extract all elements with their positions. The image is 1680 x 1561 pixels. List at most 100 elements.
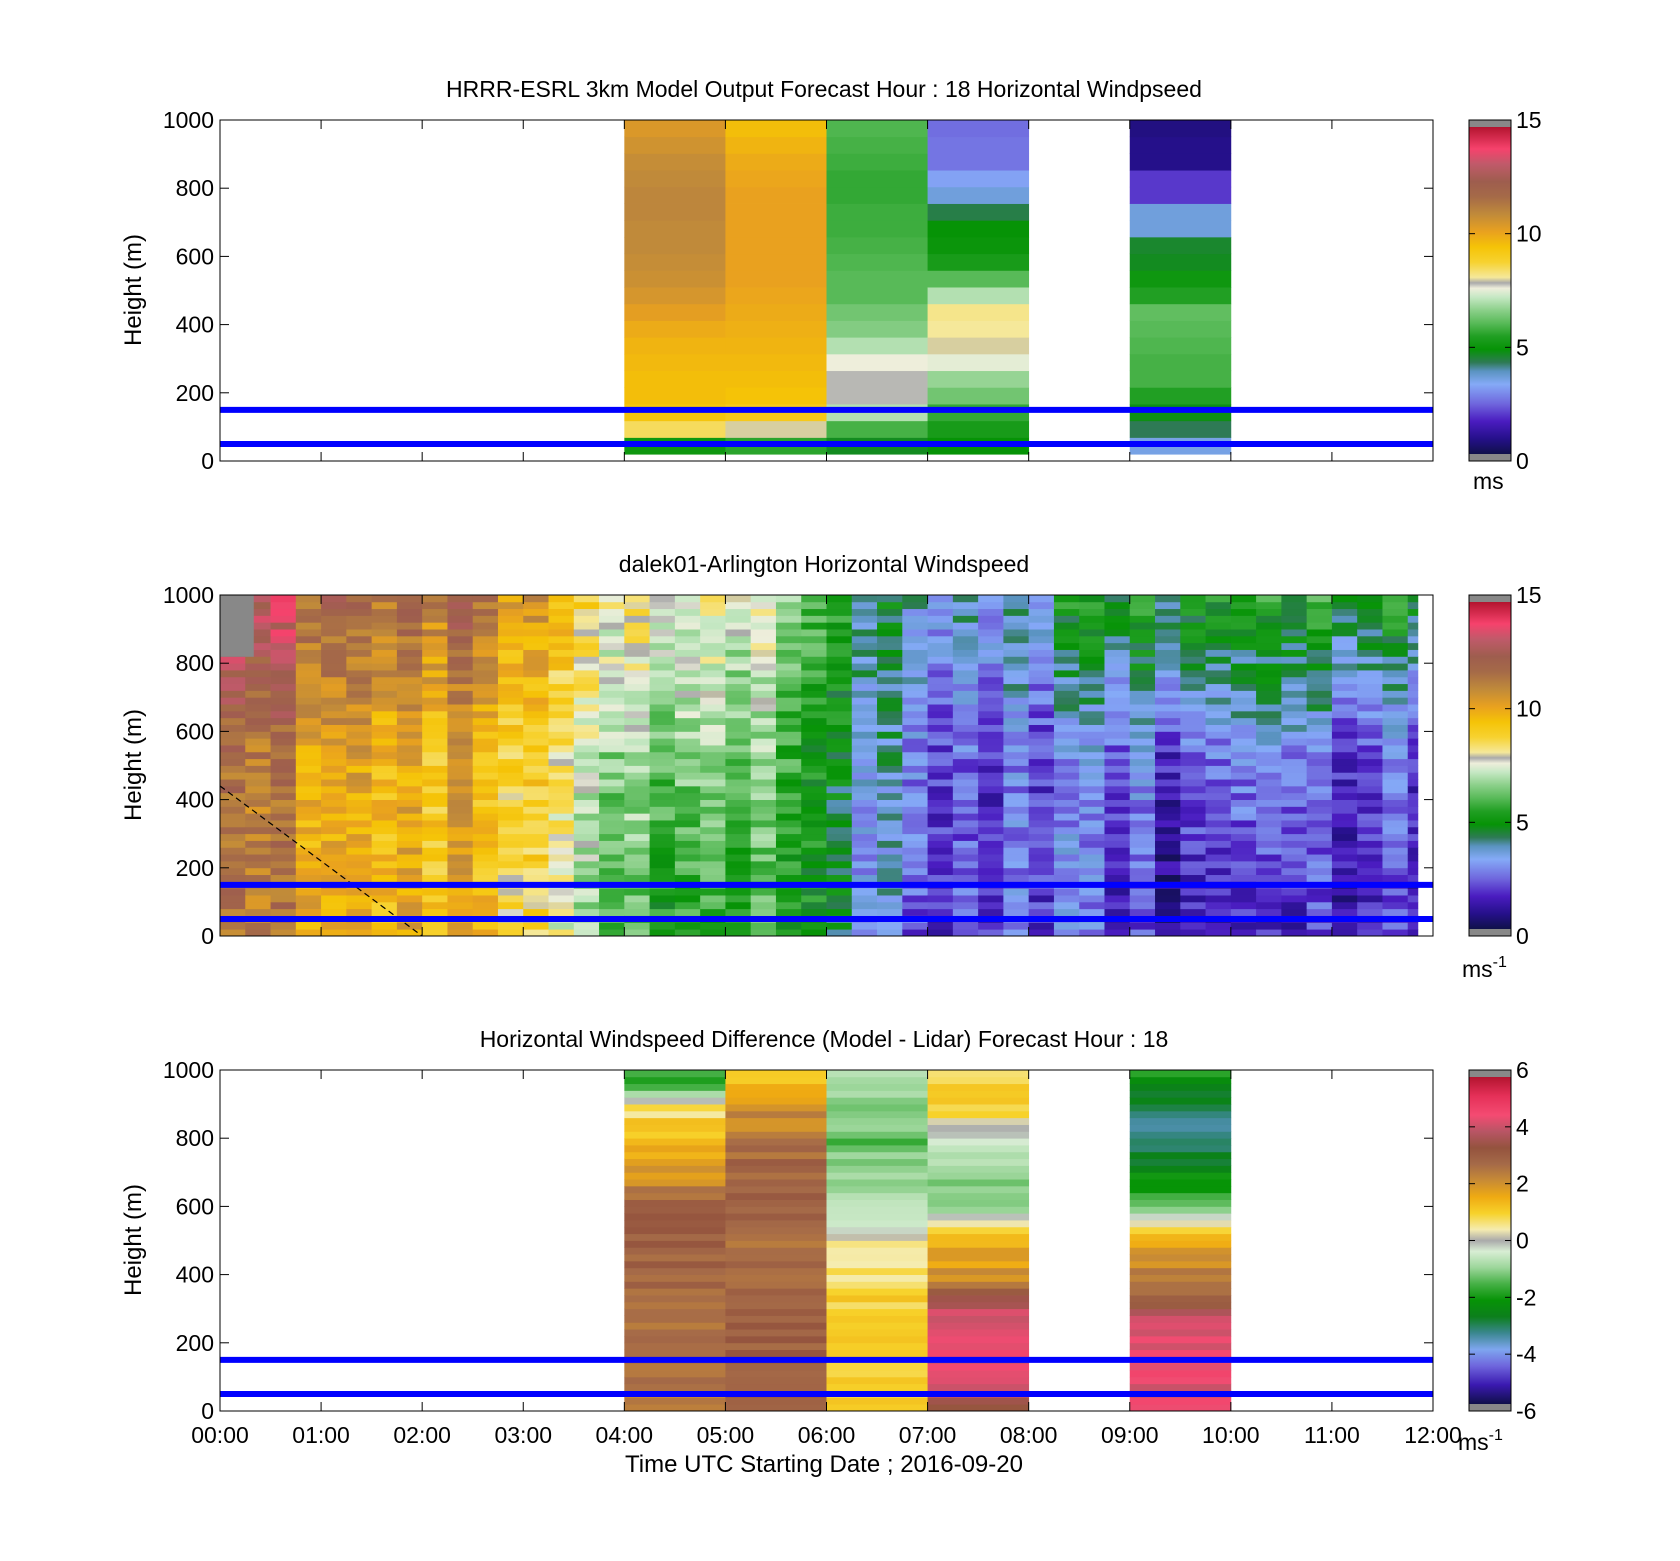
heatmap-cell-1017 bbox=[725, 813, 752, 821]
heatmap-cell-2148 bbox=[1281, 601, 1308, 610]
heatmap-cell-2124 bbox=[1281, 765, 1308, 773]
heatmap-cell-2317 bbox=[1382, 813, 1409, 821]
heatmap-cell-249 bbox=[1129, 1070, 1232, 1078]
heatmap-cell-374 bbox=[396, 765, 423, 773]
heatmap-cell-205 bbox=[321, 895, 347, 903]
heatmap-cell-1476 bbox=[952, 751, 979, 760]
heatmap-cell-243 bbox=[321, 635, 347, 644]
heatmap-cell-366 bbox=[396, 820, 423, 828]
heatmap-cell-2312 bbox=[1382, 847, 1409, 855]
heatmap-cell-1723 bbox=[1079, 772, 1105, 780]
heatmap-cell-51 bbox=[826, 253, 928, 271]
heatmap-cell-1623 bbox=[1028, 772, 1055, 780]
heatmap-cell-890 bbox=[649, 656, 676, 664]
heatmap-cell-1637 bbox=[1028, 676, 1055, 685]
heatmap-cell-1576 bbox=[1003, 751, 1030, 760]
heatmap-cell-1269 bbox=[851, 799, 878, 807]
heatmap-cell-1370 bbox=[902, 792, 928, 800]
heatmap-cell-1589 bbox=[1003, 663, 1030, 671]
heatmap-cell-1706 bbox=[1079, 888, 1105, 896]
heatmap-cell-226 bbox=[321, 751, 347, 760]
heatmap-cell-114 bbox=[826, 1308, 928, 1316]
heatmap-cell-809 bbox=[624, 867, 650, 876]
heatmap-cell-745 bbox=[573, 622, 600, 630]
heatmap-cell-1905 bbox=[1180, 895, 1206, 903]
heatmap-cell-1984 bbox=[1205, 697, 1232, 705]
heatmap-cell-1287 bbox=[851, 676, 878, 685]
heatmap-cell-1001 bbox=[725, 922, 752, 930]
heatmap-cell-1231 bbox=[826, 717, 853, 725]
heatmap-cell-654 bbox=[548, 901, 575, 910]
heatmap-cell-541 bbox=[472, 649, 499, 657]
heatmap-cell-215 bbox=[321, 826, 347, 835]
heatmap-cell-2194 bbox=[1306, 629, 1333, 637]
heatmap-cell-30 bbox=[725, 270, 827, 288]
heatmap-cell-1822 bbox=[1129, 779, 1156, 787]
colorbar-tick-label: 0 bbox=[1516, 923, 1529, 949]
heatmap-cell-730 bbox=[573, 724, 600, 732]
heatmap-cell-342 bbox=[371, 642, 398, 650]
heatmap-cell-111 bbox=[826, 1329, 928, 1337]
heatmap-cell-225 bbox=[321, 758, 347, 766]
heatmap-cell-1731 bbox=[1079, 717, 1105, 725]
heatmap-cell-2039 bbox=[1230, 663, 1257, 671]
heatmap-cell-69 bbox=[245, 799, 271, 807]
heatmap-cell-1888 bbox=[1155, 670, 1181, 678]
heatmap-cell-573 bbox=[497, 772, 524, 780]
heatmap-cell-1526 bbox=[978, 751, 1004, 760]
heatmap-cell-2008 bbox=[1230, 874, 1257, 882]
heatmap-cell-99 bbox=[245, 595, 271, 603]
heatmap-cell-1369 bbox=[902, 799, 928, 807]
heatmap-cell-2275 bbox=[1357, 758, 1383, 766]
heatmap-cell-26 bbox=[624, 1226, 726, 1235]
heatmap-cell-1528 bbox=[978, 738, 1004, 746]
heatmap-cell-1427 bbox=[927, 745, 954, 753]
heatmap-cell-1594 bbox=[1003, 629, 1030, 637]
heatmap-cell-2204 bbox=[1331, 901, 1358, 910]
heatmap-cell-66 bbox=[725, 1295, 827, 1303]
heatmap-cell-2396 bbox=[1407, 615, 1419, 623]
heatmap-cell-936 bbox=[674, 683, 701, 691]
heatmap-cell-1321 bbox=[877, 785, 903, 794]
heatmap-cell-458 bbox=[447, 874, 474, 882]
heatmap-cell-1170 bbox=[801, 792, 827, 800]
model-panel-ylabel: Height (m) bbox=[120, 234, 147, 346]
heatmap-cell-1484 bbox=[952, 697, 979, 705]
heatmap-cell-1615 bbox=[1028, 826, 1055, 835]
heatmap-cell-1632 bbox=[1028, 710, 1055, 719]
heatmap-cell-801 bbox=[624, 922, 650, 930]
heatmap-cell-947 bbox=[674, 608, 701, 616]
heatmap-cell-125 bbox=[826, 1233, 928, 1241]
heatmap-cell-1121 bbox=[775, 785, 802, 794]
heatmap-cell-1535 bbox=[978, 690, 1004, 698]
heatmap-cell-1617 bbox=[1028, 813, 1055, 821]
heatmap-cell-76 bbox=[245, 751, 271, 760]
heatmap-cell-1270 bbox=[851, 792, 878, 800]
heatmap-cell-187 bbox=[927, 1151, 1030, 1160]
heatmap-cell-778 bbox=[599, 738, 625, 746]
heatmap-cell-512 bbox=[472, 847, 499, 855]
heatmap-cell-1441 bbox=[927, 649, 954, 657]
heatmap-cell-14 bbox=[624, 203, 726, 221]
heatmap-cell-1491 bbox=[952, 649, 979, 657]
heatmap-cell-113 bbox=[826, 1315, 928, 1323]
heatmap-cell-399 bbox=[396, 595, 423, 603]
heatmap-cell-1458 bbox=[952, 874, 979, 882]
heatmap-cell-959 bbox=[700, 867, 726, 876]
heatmap-cell-524 bbox=[472, 765, 499, 773]
heatmap-cell-754 bbox=[599, 901, 625, 910]
heatmap-cell-1739 bbox=[1079, 663, 1105, 671]
heatmap-cell-964 bbox=[700, 833, 726, 841]
heatmap-cell-1089 bbox=[750, 663, 777, 671]
heatmap-cell-2038 bbox=[1230, 670, 1257, 678]
heatmap-cell-2138 bbox=[1281, 670, 1308, 678]
heatmap-cell-2144 bbox=[1281, 629, 1308, 637]
heatmap-cell-810 bbox=[624, 860, 650, 869]
model-reference-lines bbox=[220, 406, 1433, 447]
heatmap-cell-1533 bbox=[978, 704, 1004, 712]
heatmap-cell-1912 bbox=[1180, 847, 1206, 855]
heatmap-cell-2081 bbox=[1256, 717, 1282, 725]
heatmap-cell-403 bbox=[422, 908, 448, 916]
heatmap-cell-490 bbox=[447, 656, 474, 664]
heatmap-cell-2009 bbox=[1230, 867, 1257, 876]
